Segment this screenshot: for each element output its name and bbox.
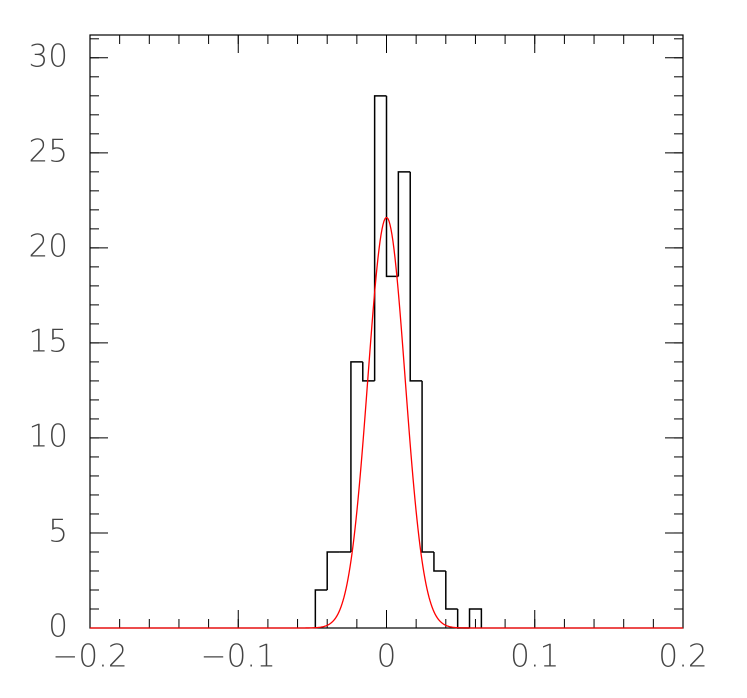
histogram-bin [433, 551, 446, 572]
histogram-bin [385, 95, 399, 278]
x-tick-label: 0.1 [510, 639, 559, 675]
x-tick-label: −0.1 [201, 639, 276, 675]
histogram-bin [326, 551, 340, 590]
fit-curve [90, 216, 683, 629]
histogram-bin [350, 361, 363, 552]
y-tick-label: 30 [29, 38, 68, 74]
histogram-bin [314, 589, 328, 628]
y-tick-label: 25 [29, 133, 68, 169]
histogram-bin [397, 171, 411, 277]
histogram-bin [456, 608, 470, 629]
y-tick-label: 20 [29, 228, 68, 264]
y-tick-label: 5 [48, 513, 68, 549]
x-tick-label: 0 [377, 639, 397, 675]
histogram-bin [468, 608, 483, 628]
x-tick-label: 0.2 [658, 639, 707, 675]
y-tick-label: 15 [29, 323, 68, 359]
histogram-bin [445, 570, 458, 610]
histogram-bin [421, 380, 434, 553]
histogram-bin [362, 361, 375, 382]
x-tick-label: −0.2 [52, 639, 127, 675]
y-tick-label: 10 [29, 418, 68, 454]
y-tick-label: 0 [48, 609, 68, 645]
histogram-bin [409, 171, 423, 382]
